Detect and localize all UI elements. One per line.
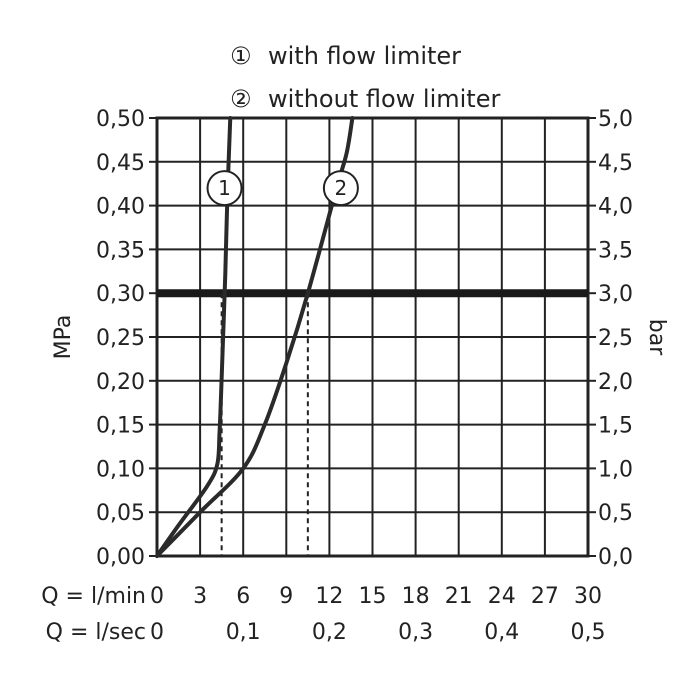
x-tick-label-lmin: 12	[315, 584, 343, 609]
right-tick-label: 5,0	[598, 107, 633, 132]
x-axis-lmin-label: Q = l/min	[41, 584, 146, 609]
left-tick-label: 0,15	[96, 414, 145, 439]
series-label-badge-2: 2	[322, 170, 359, 207]
left-tick-label: 0,10	[96, 457, 145, 482]
x-tick-label-lsec: 0,2	[312, 620, 347, 645]
series-label-circle	[206, 170, 243, 207]
left-tick-label: 0,20	[96, 370, 145, 395]
drop-lines	[220, 293, 309, 556]
right-tick-label: 1,0	[598, 457, 633, 482]
right-tick-label: 1,5	[598, 414, 633, 439]
left-tick-label: 0,05	[96, 501, 145, 526]
right-tick-label: 4,5	[598, 151, 633, 176]
x-tick-label-lmin: 3	[193, 584, 207, 609]
legend-symbol-1: ①	[230, 42, 252, 70]
right-tick-label: 2,0	[598, 370, 633, 395]
right-tick-label: 4,0	[598, 195, 633, 220]
x-axis-lmin-ticks: 0 3 6 9 12 15 18 21 24 27 30	[150, 584, 602, 609]
x-tick-label-lmin: 30	[574, 584, 602, 609]
x-axis-lsec-label: Q = l/sec	[46, 620, 146, 645]
x-tick-label-lmin: 6	[236, 584, 250, 609]
left-tick-label: 0,25	[96, 326, 145, 351]
legend-label-without-flow-limiter: without flow limiter	[268, 85, 500, 113]
right-tick-label: 3,5	[598, 238, 633, 263]
left-tick-label: 0,30	[96, 282, 145, 307]
left-tick-label: 0,00	[96, 545, 145, 570]
series-label-badge-1: 1	[206, 170, 243, 207]
gridlines	[149, 116, 596, 558]
legend-label-with-flow-limiter: with flow limiter	[268, 42, 461, 70]
right-tick-label: 0,5	[598, 501, 633, 526]
series-label-text: 1	[218, 176, 231, 200]
plot-frame	[155, 116, 590, 558]
left-tick-label: 0,35	[96, 238, 145, 263]
x-tick-label-lsec: 0,3	[398, 620, 433, 645]
right-tick-label: 3,0	[598, 282, 633, 307]
left-axis-ticks: 0,00 0,05 0,10 0,15 0,20 0,25 0,30 0,35 0,40 0,45…	[96, 107, 145, 570]
x-tick-label-lmin: 15	[359, 584, 387, 609]
x-tick-label-lsec: 0,1	[226, 620, 261, 645]
right-axis-ticks: 0,0 0,5 1,0 1,5 2,0 2,5 3,0 3,5 4,0 4,5 5,0	[598, 107, 633, 570]
x-tick-label-lmin: 21	[445, 584, 473, 609]
x-tick-label-lsec: 0,5	[571, 620, 606, 645]
x-tick-label-lmin: 9	[279, 584, 293, 609]
right-tick-label: 0,0	[598, 545, 633, 570]
series-line-2	[155, 116, 355, 558]
right-tick-label: 2,5	[598, 326, 633, 351]
legend-symbol-2: ②	[230, 85, 252, 113]
x-axis-lsec-ticks: 0 0,1 0,2 0,3 0,4 0,5	[150, 620, 606, 645]
legend: ① with flow limiter ② without flow limit…	[230, 42, 500, 113]
x-tick-label-lmin: 27	[531, 584, 559, 609]
x-tick-label-lsec: 0	[150, 620, 164, 645]
right-axis-label: bar	[644, 319, 669, 356]
x-tick-label-lmin: 18	[402, 584, 430, 609]
left-axis-label: MPa	[51, 315, 76, 360]
series-lines	[155, 116, 355, 558]
series-label-circle	[322, 170, 359, 207]
series-line-1	[155, 116, 233, 558]
x-tick-label-lmin: 0	[150, 584, 164, 609]
series-label-text: 2	[335, 176, 348, 200]
left-tick-label: 0,40	[96, 195, 145, 220]
left-tick-label: 0,50	[96, 107, 145, 132]
x-tick-label-lmin: 24	[488, 584, 516, 609]
x-tick-label-lsec: 0,4	[484, 620, 519, 645]
left-tick-label: 0,45	[96, 151, 145, 176]
